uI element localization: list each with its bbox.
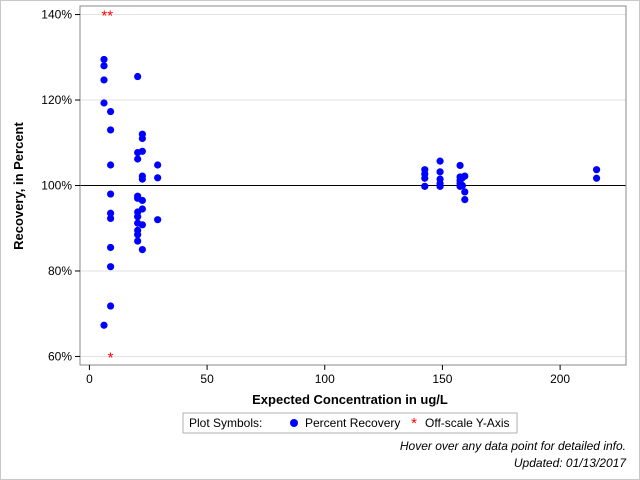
- updated-date: Updated: 01/13/2017: [513, 456, 626, 470]
- legend-entry-off-scale: Off-scale Y-Axis: [425, 416, 509, 430]
- recovery-data-point[interactable]: [106, 161, 115, 169]
- off-scale-point[interactable]: *: [108, 349, 114, 366]
- x-axis-title: Expected Concentration in ug/L: [252, 392, 448, 407]
- legend: Plot Symbols: Percent Recovery * Off-sca…: [182, 412, 518, 434]
- recovery-data-point[interactable]: [134, 72, 142, 81]
- recovery-data-point[interactable]: [138, 205, 146, 213]
- y-tick-label: 60%: [48, 349, 72, 363]
- y-axis-title: Recovery, in Percent: [11, 122, 26, 250]
- data-points: * **: [100, 8, 601, 366]
- legend-asterisk-marker: *: [411, 415, 417, 432]
- recovery-data-point[interactable]: [458, 181, 467, 190]
- recovery-data-point[interactable]: [138, 221, 146, 229]
- recovery-data-point[interactable]: [106, 243, 115, 252]
- recovery-data-point[interactable]: [134, 213, 142, 221]
- recovery-data-point[interactable]: [134, 231, 142, 239]
- recovery-data-point[interactable]: [106, 263, 115, 271]
- y-tick-label: 140%: [41, 8, 72, 22]
- x-tick-label: 100: [315, 372, 335, 386]
- recovery-data-point[interactable]: [106, 190, 115, 198]
- recovery-data-point[interactable]: [461, 188, 469, 196]
- recovery-data-point[interactable]: [106, 214, 115, 223]
- recovery-data-point[interactable]: [100, 55, 108, 64]
- recovery-data-point[interactable]: [138, 196, 146, 205]
- recovery-data-point[interactable]: [134, 237, 142, 245]
- recovery-data-point[interactable]: [106, 209, 115, 217]
- recovery-data-point[interactable]: [154, 174, 162, 182]
- recovery-data-point[interactable]: [138, 175, 146, 183]
- recovery-data-point[interactable]: [138, 134, 146, 143]
- recovery-data-point[interactable]: [138, 147, 146, 155]
- recovery-data-point[interactable]: [106, 302, 115, 310]
- recovery-data-point[interactable]: [154, 161, 162, 169]
- hover-note: Hover over any data point for detailed i…: [399, 439, 626, 453]
- recovery-data-point[interactable]: [106, 107, 115, 116]
- off-scale-point[interactable]: *: [101, 8, 107, 25]
- recovery-data-point[interactable]: [456, 161, 464, 170]
- recovery-data-point[interactable]: [461, 196, 469, 204]
- x-tick-label: 150: [432, 372, 452, 386]
- recovery-data-point[interactable]: [100, 99, 108, 107]
- x-axis: 0 50 100 150 200: [86, 365, 570, 386]
- x-tick-label: 50: [200, 372, 214, 386]
- recovery-data-point[interactable]: [100, 76, 108, 84]
- recovery-data-point[interactable]: [421, 174, 429, 182]
- recovery-data-point[interactable]: [100, 321, 108, 329]
- x-tick-label: 200: [550, 372, 570, 386]
- recovery-data-point[interactable]: [436, 168, 444, 176]
- off-scale-point[interactable]: *: [107, 8, 113, 25]
- y-tick-label: 100%: [41, 179, 72, 193]
- y-axis: 60% 80% 100% 120% 140%: [41, 8, 80, 363]
- recovery-data-point[interactable]: [421, 182, 429, 190]
- recovery-data-point[interactable]: [138, 246, 146, 254]
- recovery-data-point[interactable]: [100, 62, 108, 70]
- legend-box: [182, 412, 518, 434]
- recovery-data-point[interactable]: [436, 182, 444, 190]
- recovery-data-point[interactable]: [436, 157, 444, 165]
- legend-circle-marker: [290, 419, 298, 427]
- y-tick-label: 80%: [48, 264, 72, 278]
- x-tick-label: 0: [86, 372, 93, 386]
- recovery-data-point[interactable]: [461, 172, 469, 180]
- recovery-data-point[interactable]: [592, 166, 601, 174]
- recovery-data-point[interactable]: [134, 155, 142, 163]
- recovery-data-point[interactable]: [154, 216, 162, 224]
- grid-lines: [80, 14, 626, 357]
- y-tick-label: 120%: [41, 93, 72, 107]
- recovery-data-point[interactable]: [592, 174, 601, 182]
- recovery-data-point[interactable]: [106, 126, 115, 134]
- legend-entry-percent-recovery: Percent Recovery: [305, 416, 400, 430]
- legend-title: Plot Symbols:: [189, 416, 262, 430]
